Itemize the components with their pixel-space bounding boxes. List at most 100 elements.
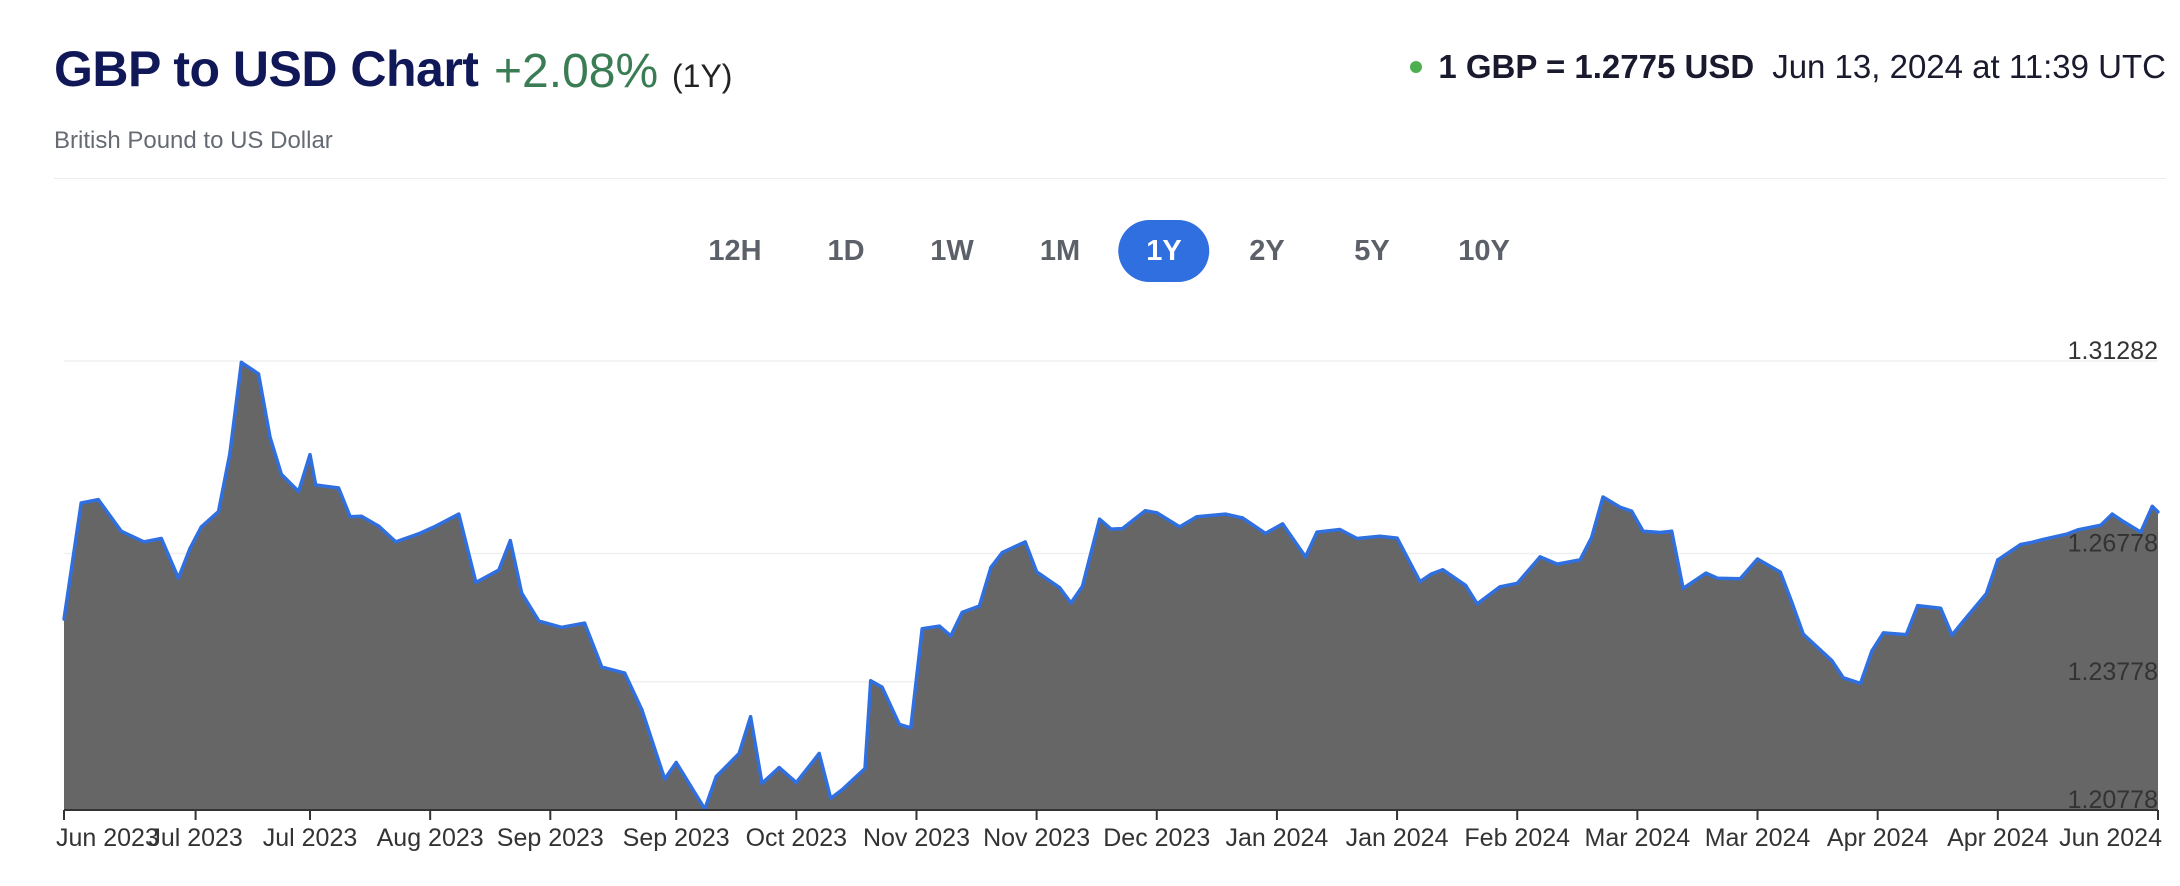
data-point	[2156, 510, 2160, 514]
data-point	[1303, 555, 1308, 559]
data-point	[1464, 583, 1468, 588]
data-point	[737, 751, 741, 756]
data-point	[1630, 509, 1634, 513]
data-point	[279, 472, 283, 476]
y-tick-label: 1.26778	[2068, 530, 2158, 558]
data-point	[2150, 504, 2154, 508]
tab-12h[interactable]: 12H	[708, 235, 762, 267]
data-point	[1939, 606, 1943, 610]
data-point	[1035, 570, 1039, 574]
data-point	[1801, 632, 1805, 636]
tab-1w[interactable]: 1W	[930, 235, 974, 267]
x-tick-label: Mar 2024	[1705, 824, 1811, 852]
data-point	[560, 625, 564, 630]
data-point	[1418, 580, 1422, 584]
data-point	[1538, 555, 1542, 559]
x-tick-label: Apr 2024	[1827, 824, 1929, 852]
x-tick-label: Feb 2024	[1464, 824, 1570, 852]
data-point	[1715, 576, 1720, 580]
data-point	[1618, 505, 1622, 509]
tab-10y[interactable]: 10Y	[1458, 235, 1510, 267]
data-point	[794, 781, 798, 785]
data-point	[159, 536, 163, 541]
data-point	[1996, 558, 2000, 562]
data-point	[176, 576, 180, 580]
data-point	[1498, 585, 1502, 589]
data-point	[1961, 619, 1966, 623]
data-point	[1109, 527, 1113, 531]
change-period: (1Y)	[672, 58, 733, 94]
data-point	[1590, 536, 1594, 540]
data-point	[497, 568, 501, 572]
data-point	[1601, 495, 1605, 499]
data-point	[474, 580, 478, 585]
page-title: GBP to USD Chart	[54, 41, 479, 97]
y-tick-label: 1.23778	[2068, 658, 2158, 686]
data-point	[863, 766, 867, 771]
y-tick-label: 1.20778	[2068, 786, 2158, 814]
data-point	[96, 498, 100, 502]
data-point	[1143, 509, 1147, 513]
data-point	[2076, 528, 2080, 532]
data-point	[1155, 511, 1159, 515]
data-point	[1658, 530, 1662, 535]
data-point	[1223, 512, 1227, 516]
data-point	[623, 671, 627, 675]
data-point	[760, 781, 764, 786]
data-point	[348, 515, 352, 519]
data-point	[337, 486, 341, 490]
data-point	[777, 766, 781, 770]
tab-2y[interactable]: 2Y	[1249, 235, 1285, 267]
x-tick-label: Jun 2023	[56, 824, 159, 852]
x-tick-label: Sep 2023	[497, 824, 604, 852]
data-point	[840, 788, 844, 792]
data-point	[1830, 659, 1834, 663]
data-point	[1120, 527, 1124, 531]
data-point	[1355, 536, 1359, 541]
tab-1m[interactable]: 1M	[1039, 235, 1081, 267]
percent-change: +2.08%	[494, 45, 659, 98]
data-point	[297, 489, 301, 494]
x-tick-label: Dec 2023	[1103, 824, 1210, 852]
data-point	[256, 372, 261, 376]
data-point	[960, 610, 964, 615]
data-point	[817, 751, 821, 756]
data-point	[1778, 570, 1782, 574]
tab-1y[interactable]: 1Y	[1118, 220, 1210, 282]
data-point	[749, 715, 753, 719]
data-point	[2122, 520, 2126, 524]
data-point	[79, 501, 83, 505]
series-area	[64, 362, 2158, 810]
tab-1d[interactable]: 1D	[827, 235, 865, 267]
page-subtitle: British Pound to US Dollar	[54, 127, 333, 154]
data-point	[1841, 676, 1845, 680]
data-point	[1641, 529, 1645, 533]
data-point	[880, 685, 884, 689]
data-point	[520, 591, 524, 595]
data-point	[1195, 515, 1199, 519]
data-point	[869, 679, 873, 683]
data-point	[2110, 512, 2114, 516]
data-point	[1263, 531, 1268, 536]
tab-5y[interactable]: 5Y	[1354, 235, 1390, 267]
x-tick-label: Jul 2023	[148, 824, 243, 852]
data-point	[228, 451, 232, 455]
live-dot-icon	[1410, 61, 1423, 73]
x-tick-label: Sep 2023	[623, 824, 730, 852]
data-point	[1338, 527, 1342, 532]
data-point	[920, 627, 924, 631]
data-point	[1098, 517, 1102, 521]
data-point	[949, 634, 953, 638]
x-tick-label: Nov 2023	[983, 824, 1090, 852]
data-point	[508, 539, 512, 543]
data-point	[1069, 601, 1073, 605]
x-tick-label: Nov 2023	[863, 824, 970, 852]
x-tick-label: Apr 2024	[1947, 824, 2049, 852]
data-point	[1315, 530, 1319, 534]
y-tick-label: 1.31282	[2068, 337, 2158, 365]
data-point	[1578, 558, 1582, 562]
data-point	[640, 708, 644, 712]
data-point	[674, 760, 678, 765]
data-point	[62, 617, 66, 621]
header-divider	[54, 178, 2166, 179]
